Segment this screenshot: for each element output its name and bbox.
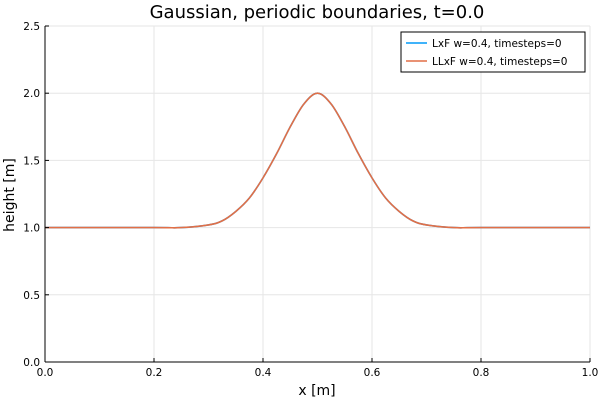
- x-tick-label: 0.0: [37, 367, 54, 379]
- chart-title: Gaussian, periodic boundaries, t=0.0: [150, 2, 485, 23]
- legend-box: [400, 31, 586, 73]
- x-tick-label: 0.2: [146, 367, 163, 379]
- legend-label-2: LLxF w=0.4, timesteps=0: [432, 56, 567, 68]
- x-tick-label: 0.6: [364, 367, 381, 379]
- y-tick-label: 0.0: [23, 357, 40, 369]
- x-axis-label: x [m]: [298, 383, 335, 399]
- y-axis-label: height [m]: [2, 158, 18, 232]
- y-tick-label: 1.5: [23, 155, 40, 167]
- y-tick-label: 1.0: [23, 223, 40, 235]
- legend: LxF w=0.4, timesteps=0 LLxF w=0.4, timest…: [400, 31, 586, 73]
- ticks: 0.0 0.2 0.4 0.6 0.8 1.0 0.0 0.5 1.0 1.5 2.0 2.5: [23, 21, 598, 379]
- y-tick-label: 0.5: [23, 290, 40, 302]
- axes: [44, 26, 590, 363]
- y-tick-label: 2.0: [23, 88, 40, 100]
- series-layer: [45, 92, 590, 229]
- x-tick-label: 0.8: [473, 367, 490, 379]
- y-tick-label: 2.5: [23, 21, 40, 33]
- legend-label-1: LxF w=0.4, timesteps=0: [432, 38, 562, 50]
- x-tick-label: 0.4: [255, 367, 272, 379]
- x-tick-label: 1.0: [582, 367, 599, 379]
- series-line-2: [45, 92, 590, 229]
